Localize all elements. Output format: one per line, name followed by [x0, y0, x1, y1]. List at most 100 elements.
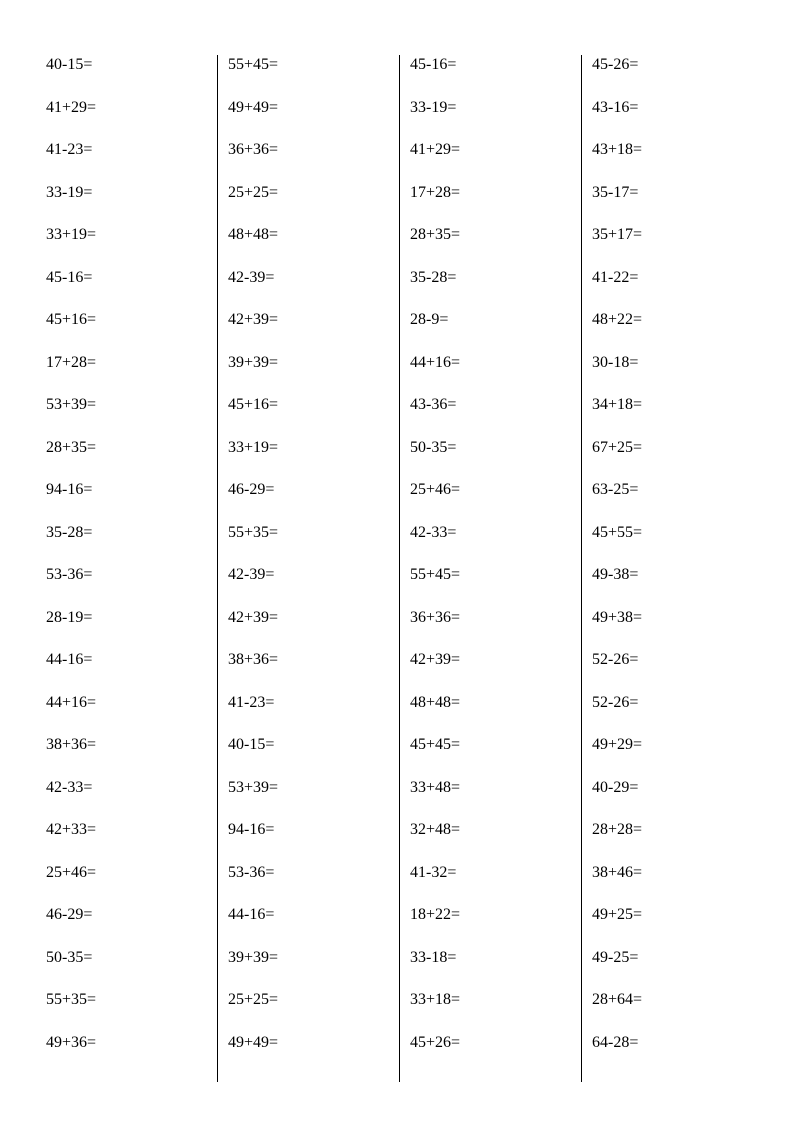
math-problem: 25+46=: [410, 480, 581, 523]
math-problem: 49+49=: [228, 1033, 399, 1076]
math-problem: 42+39=: [410, 650, 581, 693]
math-problem: 17+28=: [46, 353, 217, 396]
math-problem: 33+18=: [410, 990, 581, 1033]
math-problem: 48+22=: [592, 310, 763, 353]
math-problem: 53-36=: [228, 863, 399, 906]
math-problem: 49-38=: [592, 565, 763, 608]
math-problem: 33-18=: [410, 948, 581, 991]
math-problem: 35-28=: [410, 268, 581, 311]
math-problem: 35-17=: [592, 183, 763, 226]
math-problem: 42+39=: [228, 310, 399, 353]
math-problem: 42-39=: [228, 565, 399, 608]
math-problem: 49+29=: [592, 735, 763, 778]
math-problem: 52-26=: [592, 693, 763, 736]
math-problem: 33-19=: [410, 98, 581, 141]
math-problem: 55+45=: [228, 55, 399, 98]
math-problem: 49+38=: [592, 608, 763, 651]
math-problem: 46-29=: [46, 905, 217, 948]
math-problem: 38+36=: [228, 650, 399, 693]
math-problem: 25+25=: [228, 183, 399, 226]
math-problem: 46-29=: [228, 480, 399, 523]
math-problem: 63-25=: [592, 480, 763, 523]
math-problem: 30-18=: [592, 353, 763, 396]
math-problem: 44-16=: [46, 650, 217, 693]
math-problem: 53+39=: [228, 778, 399, 821]
math-problem: 17+28=: [410, 183, 581, 226]
math-problem: 28+35=: [46, 438, 217, 481]
math-problem: 42+33=: [46, 820, 217, 863]
math-problem: 48+48=: [410, 693, 581, 736]
math-problem: 52-26=: [592, 650, 763, 693]
column-4: 45-26= 43-16= 43+18= 35-17= 35+17= 41-22…: [581, 55, 763, 1082]
math-problem: 35+17=: [592, 225, 763, 268]
column-2: 55+45= 49+49= 36+36= 25+25= 48+48= 42-39…: [217, 55, 399, 1082]
math-problem: 49+49=: [228, 98, 399, 141]
math-problem: 39+39=: [228, 353, 399, 396]
math-problem: 50-35=: [410, 438, 581, 481]
math-problem: 41+29=: [410, 140, 581, 183]
math-problem: 33+19=: [228, 438, 399, 481]
math-problem: 42-39=: [228, 268, 399, 311]
math-worksheet: 40-15= 41+29= 41-23= 33-19= 33+19= 45-16…: [36, 55, 763, 1082]
math-problem: 28-9=: [410, 310, 581, 353]
math-problem: 32+48=: [410, 820, 581, 863]
math-problem: 18+22=: [410, 905, 581, 948]
math-problem: 55+35=: [46, 990, 217, 1033]
math-problem: 48+48=: [228, 225, 399, 268]
math-problem: 40-15=: [228, 735, 399, 778]
math-problem: 35-28=: [46, 523, 217, 566]
math-problem: 34+18=: [592, 395, 763, 438]
math-problem: 49-25=: [592, 948, 763, 991]
math-problem: 44+16=: [410, 353, 581, 396]
math-problem: 64-28=: [592, 1033, 763, 1076]
math-problem: 43-16=: [592, 98, 763, 141]
math-problem: 55+35=: [228, 523, 399, 566]
math-problem: 41-23=: [46, 140, 217, 183]
math-problem: 28+64=: [592, 990, 763, 1033]
math-problem: 45+16=: [228, 395, 399, 438]
math-problem: 50-35=: [46, 948, 217, 991]
math-problem: 36+36=: [228, 140, 399, 183]
math-problem: 28+35=: [410, 225, 581, 268]
math-problem: 44+16=: [46, 693, 217, 736]
math-problem: 45+55=: [592, 523, 763, 566]
math-problem: 94-16=: [46, 480, 217, 523]
math-problem: 42+39=: [228, 608, 399, 651]
math-problem: 41-22=: [592, 268, 763, 311]
column-3: 45-16= 33-19= 41+29= 17+28= 28+35= 35-28…: [399, 55, 581, 1082]
math-problem: 41-32=: [410, 863, 581, 906]
math-problem: 40-29=: [592, 778, 763, 821]
math-problem: 40-15=: [46, 55, 217, 98]
math-problem: 25+25=: [228, 990, 399, 1033]
math-problem: 43+18=: [592, 140, 763, 183]
math-problem: 45+16=: [46, 310, 217, 353]
math-problem: 45+26=: [410, 1033, 581, 1076]
math-problem: 94-16=: [228, 820, 399, 863]
math-problem: 49+25=: [592, 905, 763, 948]
math-problem: 43-36=: [410, 395, 581, 438]
math-problem: 41-23=: [228, 693, 399, 736]
math-problem: 41+29=: [46, 98, 217, 141]
math-problem: 53-36=: [46, 565, 217, 608]
math-problem: 49+36=: [46, 1033, 217, 1076]
math-problem: 33-19=: [46, 183, 217, 226]
math-problem: 28-19=: [46, 608, 217, 651]
math-problem: 38+36=: [46, 735, 217, 778]
math-problem: 45-16=: [46, 268, 217, 311]
math-problem: 44-16=: [228, 905, 399, 948]
math-problem: 45-16=: [410, 55, 581, 98]
math-problem: 45+45=: [410, 735, 581, 778]
math-problem: 53+39=: [46, 395, 217, 438]
column-1: 40-15= 41+29= 41-23= 33-19= 33+19= 45-16…: [36, 55, 217, 1082]
math-problem: 67+25=: [592, 438, 763, 481]
math-problem: 33+19=: [46, 225, 217, 268]
math-problem: 45-26=: [592, 55, 763, 98]
math-problem: 36+36=: [410, 608, 581, 651]
math-problem: 39+39=: [228, 948, 399, 991]
math-problem: 33+48=: [410, 778, 581, 821]
math-problem: 38+46=: [592, 863, 763, 906]
math-problem: 42-33=: [410, 523, 581, 566]
math-problem: 42-33=: [46, 778, 217, 821]
math-problem: 55+45=: [410, 565, 581, 608]
math-problem: 25+46=: [46, 863, 217, 906]
